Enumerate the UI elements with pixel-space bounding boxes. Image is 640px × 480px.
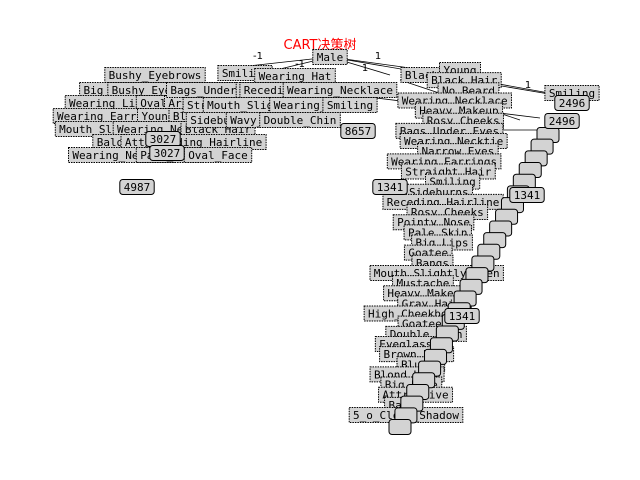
root-node-label: Male — [317, 51, 344, 64]
node-label: Bald — [97, 136, 124, 149]
leaf-node: 4987 — [119, 179, 155, 195]
leaf-node-label: 3027 — [154, 147, 181, 160]
leaf-node-label: 1341 — [449, 310, 476, 323]
node: Bushy_Eyebrows — [104, 67, 206, 83]
branch-label: -1 — [253, 51, 263, 62]
leaf-node: 3027 — [149, 145, 185, 161]
leaf-node-label: 2496 — [559, 97, 586, 110]
leaf-node: 1341 — [372, 179, 408, 195]
node: Bald — [92, 134, 128, 150]
node: Wearing_Necklace — [282, 82, 398, 98]
branch-label: 1 — [525, 80, 531, 91]
root-node: Male — [312, 49, 348, 65]
node-label: Bushy_Eyebrows — [109, 69, 202, 82]
leaf-node-label: 4987 — [124, 181, 151, 194]
leaf-node: 2496 — [544, 113, 580, 129]
leaf-node-label: 8657 — [345, 125, 372, 138]
node: Double_Chin — [259, 112, 341, 128]
node-label: Wearing_Hat — [259, 70, 332, 83]
node: Smiling — [322, 97, 378, 113]
leaf-node-label: 3027 — [150, 133, 177, 146]
node-label: Double_Chin — [264, 114, 337, 127]
node-label: Young — [141, 110, 174, 123]
node: Oval_Face — [183, 147, 253, 163]
branch-label: -1 — [295, 59, 305, 70]
leaf-node: 1341 — [509, 187, 545, 203]
node: Wearing_Hat — [254, 68, 336, 84]
node-label: Smiling — [327, 99, 373, 112]
leaf-node: 3027 — [145, 131, 181, 147]
leaf-stack — [388, 419, 412, 435]
leaf-node: 2496 — [554, 95, 590, 111]
tree-nodes: MaleBushy_EyebrowsSmilingWearing_HatBlac… — [52, 49, 600, 435]
node-label: Wearing_Earrings — [57, 110, 163, 123]
leaf-node-label: 2496 — [549, 115, 576, 128]
branch-label: 1 — [375, 51, 381, 62]
node-label: Wearing_Necklace — [287, 84, 393, 97]
branch-label: 1 — [362, 63, 368, 74]
leaf-node-label: 1341 — [377, 181, 404, 194]
leaf-node-label: 1341 — [514, 189, 541, 202]
node-label: Oval_Face — [188, 149, 248, 162]
leaf-node: 8657 — [340, 123, 376, 139]
leaf-node: 1341 — [444, 308, 480, 324]
